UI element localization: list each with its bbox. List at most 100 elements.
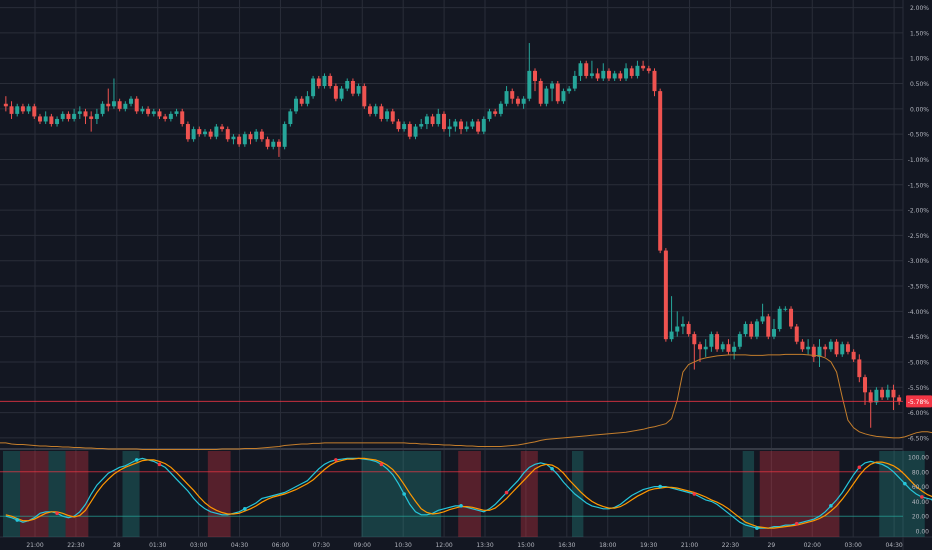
candle[interactable] — [606, 68, 611, 81]
candle[interactable] — [561, 88, 566, 104]
candle[interactable] — [515, 96, 520, 107]
candle[interactable] — [726, 339, 731, 355]
candle[interactable] — [453, 118, 458, 132]
candle[interactable] — [498, 101, 503, 117]
candle[interactable] — [385, 108, 390, 122]
candle[interactable] — [430, 113, 435, 127]
candle[interactable] — [550, 80, 555, 102]
candle[interactable] — [567, 86, 572, 94]
candle[interactable] — [407, 121, 412, 140]
candle[interactable] — [191, 126, 196, 142]
candle[interactable] — [151, 108, 156, 117]
candle[interactable] — [641, 60, 646, 71]
candle[interactable] — [83, 108, 88, 125]
candle[interactable] — [305, 91, 310, 107]
candle[interactable] — [368, 103, 372, 117]
candle[interactable] — [333, 83, 338, 102]
candle[interactable] — [521, 96, 526, 109]
candle[interactable] — [595, 68, 600, 81]
candle[interactable] — [220, 124, 225, 132]
candle[interactable] — [225, 126, 230, 142]
candle[interactable] — [55, 116, 60, 127]
candle[interactable] — [111, 78, 116, 109]
candle[interactable] — [538, 78, 543, 107]
candle[interactable] — [288, 108, 293, 127]
candle[interactable] — [692, 331, 697, 370]
candle[interactable] — [254, 129, 259, 142]
candle[interactable] — [527, 43, 532, 102]
candle[interactable] — [123, 101, 128, 112]
candle[interactable] — [572, 70, 577, 92]
candle[interactable] — [339, 86, 344, 102]
candle[interactable] — [379, 103, 384, 122]
candle[interactable] — [259, 129, 264, 142]
candle[interactable] — [777, 306, 782, 332]
candle[interactable] — [168, 111, 173, 122]
candle[interactable] — [800, 339, 805, 352]
candle[interactable] — [720, 341, 725, 352]
candle[interactable] — [94, 108, 99, 125]
candle[interactable] — [447, 118, 452, 137]
candle[interactable] — [652, 68, 657, 97]
candle[interactable] — [362, 83, 367, 109]
candle[interactable] — [504, 86, 509, 107]
candle[interactable] — [214, 124, 219, 140]
candle[interactable] — [737, 331, 742, 350]
candle[interactable] — [100, 101, 105, 117]
candle[interactable] — [356, 83, 361, 97]
candle[interactable] — [766, 313, 771, 340]
candle[interactable] — [3, 96, 8, 112]
candle[interactable] — [89, 111, 94, 132]
candle[interactable] — [783, 306, 788, 312]
candle[interactable] — [294, 96, 299, 114]
candle[interactable] — [868, 389, 873, 428]
candle[interactable] — [441, 111, 446, 132]
candle[interactable] — [709, 331, 714, 352]
candle[interactable] — [669, 296, 674, 342]
candle[interactable] — [806, 339, 811, 355]
candle[interactable] — [174, 108, 179, 117]
candle[interactable] — [470, 118, 475, 130]
candle[interactable] — [533, 68, 537, 92]
candle[interactable] — [231, 134, 236, 145]
candle[interactable] — [265, 136, 270, 150]
candle[interactable] — [43, 111, 48, 125]
candle[interactable] — [66, 111, 71, 122]
candle[interactable] — [675, 311, 680, 337]
candle[interactable] — [828, 339, 833, 352]
candle[interactable] — [646, 65, 651, 74]
candle[interactable] — [544, 86, 549, 107]
candle[interactable] — [146, 106, 151, 117]
candle[interactable] — [197, 126, 202, 137]
candle[interactable] — [771, 318, 776, 340]
candle[interactable] — [760, 303, 765, 324]
candle[interactable] — [817, 339, 822, 368]
candle[interactable] — [510, 88, 515, 104]
candle[interactable] — [185, 121, 190, 142]
candle[interactable] — [49, 113, 54, 127]
candle[interactable] — [624, 63, 629, 81]
candle[interactable] — [629, 65, 634, 79]
candle[interactable] — [373, 103, 378, 117]
candle[interactable] — [20, 103, 25, 114]
candle[interactable] — [436, 108, 441, 127]
candle[interactable] — [328, 73, 333, 89]
candle[interactable] — [863, 374, 868, 405]
candle[interactable] — [635, 60, 640, 79]
candle[interactable] — [396, 118, 401, 132]
candle[interactable] — [237, 134, 242, 147]
candle[interactable] — [476, 118, 481, 135]
candle[interactable] — [140, 106, 145, 114]
candle[interactable] — [481, 116, 486, 135]
candle[interactable] — [60, 111, 65, 122]
candle[interactable] — [794, 323, 799, 345]
candle[interactable] — [208, 129, 213, 140]
candle[interactable] — [276, 139, 281, 157]
candle[interactable] — [311, 75, 316, 99]
candle[interactable] — [618, 70, 623, 81]
candle[interactable] — [37, 113, 42, 125]
stochastic-pane[interactable] — [0, 457, 932, 530]
candle[interactable] — [897, 394, 902, 405]
candle[interactable] — [390, 108, 395, 125]
